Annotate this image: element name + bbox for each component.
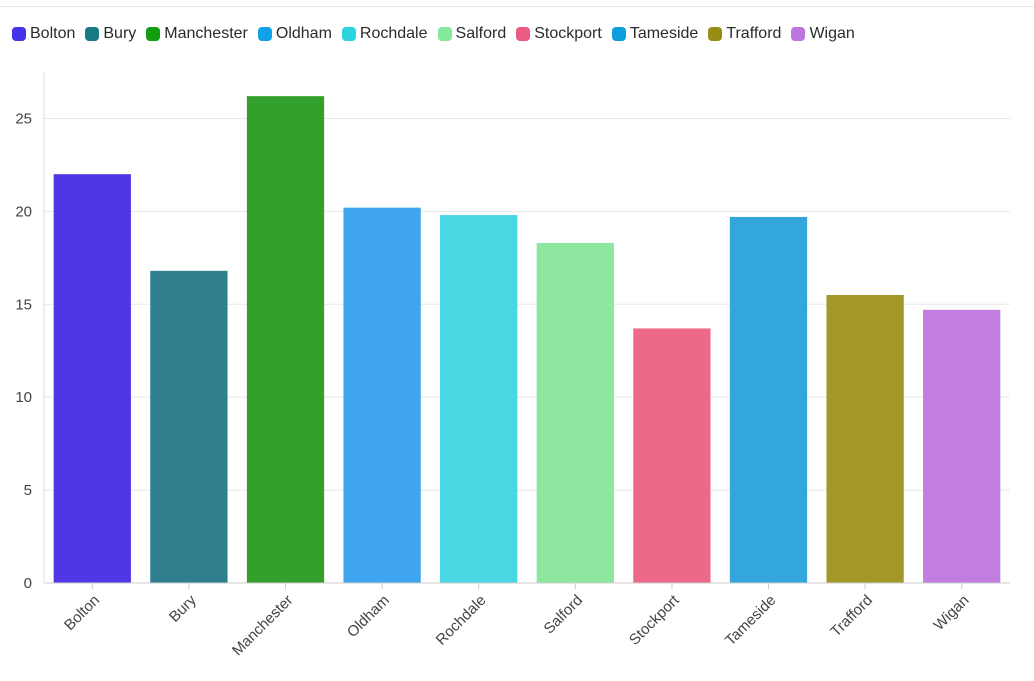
legend-label: Tameside <box>629 25 699 42</box>
x-tick-label: Tameside <box>722 592 779 649</box>
bar-tameside[interactable] <box>729 216 808 584</box>
y-tick-label: 15 <box>15 296 32 313</box>
y-tick-label: 5 <box>24 482 32 499</box>
x-tick-label: Rochdale <box>433 592 490 649</box>
bar-trafford[interactable] <box>826 294 904 583</box>
legend-label: Oldham <box>275 25 332 42</box>
legend-swatch <box>611 27 626 41</box>
x-tick-label: Stockport <box>626 591 683 648</box>
legend-swatch <box>146 27 161 41</box>
legend-swatch <box>341 27 356 41</box>
y-tick-label: 0 <box>24 575 32 592</box>
x-tick-label: Wigan <box>930 592 972 634</box>
bar-salford[interactable] <box>536 242 614 583</box>
legend-label: Wigan <box>809 25 855 42</box>
x-tick-label: Bolton <box>61 592 103 634</box>
legend-item-wigan[interactable]: Wigan <box>791 25 855 43</box>
legend-label: Stockport <box>534 25 602 42</box>
x-tick-label: Manchester <box>229 592 296 659</box>
bar-bolton[interactable] <box>53 174 131 583</box>
legend-swatch <box>12 27 26 41</box>
legend-swatch <box>437 27 452 41</box>
legend-item-rochdale[interactable]: Rochdale <box>341 25 428 43</box>
bar-manchester[interactable] <box>246 96 325 583</box>
legend-item-trafford[interactable]: Trafford <box>708 25 781 43</box>
legend-label: Trafford <box>726 25 782 42</box>
legend-item-manchester[interactable]: Manchester <box>146 25 248 43</box>
bar-bury[interactable] <box>150 270 228 583</box>
bar-stockport[interactable] <box>633 328 711 583</box>
legend-item-bury[interactable]: Bury <box>85 25 136 43</box>
legend-item-oldham[interactable]: Oldham <box>257 25 332 43</box>
y-tick-label: 20 <box>15 203 32 220</box>
legend-swatch <box>257 27 272 41</box>
legend-item-tameside[interactable]: Tameside <box>611 25 699 43</box>
legend-item-salford[interactable]: Salford <box>437 25 507 43</box>
legend-swatch <box>791 27 806 41</box>
legend-label: Bolton <box>30 25 76 42</box>
bar-wigan[interactable] <box>923 309 1001 583</box>
legend-label: Manchester <box>164 25 248 42</box>
legend-label: Salford <box>455 25 507 42</box>
chart-legend: Bolton Bury Manchester Oldham Rochdale Salfor… <box>12 22 855 46</box>
bar-rochdale[interactable] <box>440 215 518 583</box>
x-tick-label: Trafford <box>827 592 876 641</box>
x-tick-label: Oldham <box>344 592 393 641</box>
legend-item-stockport[interactable]: Stockport <box>516 25 602 43</box>
x-tick-label: Salford <box>540 592 586 638</box>
legend-label: Bury <box>103 25 137 42</box>
legend-label: Rochdale <box>359 25 428 42</box>
legend-swatch <box>708 27 723 41</box>
legend-swatch <box>516 27 531 41</box>
y-tick-label: 10 <box>15 389 32 406</box>
top-divider <box>0 6 1034 7</box>
legend-swatch <box>85 27 100 41</box>
x-tick-label: Bury <box>166 591 200 625</box>
bar-oldham[interactable] <box>343 207 421 583</box>
y-tick-label: 25 <box>15 110 32 127</box>
legend-item-bolton[interactable]: Bolton <box>12 25 75 43</box>
